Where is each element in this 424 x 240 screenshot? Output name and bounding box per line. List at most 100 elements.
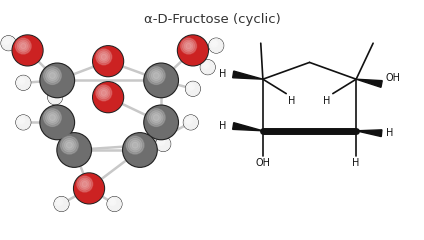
Circle shape [44, 109, 61, 126]
Circle shape [98, 51, 110, 63]
Circle shape [56, 199, 62, 205]
Circle shape [58, 134, 90, 166]
Circle shape [17, 76, 30, 90]
Circle shape [20, 119, 22, 122]
Circle shape [66, 142, 73, 148]
Circle shape [49, 114, 56, 121]
Circle shape [47, 113, 57, 123]
Circle shape [159, 140, 163, 144]
Circle shape [19, 118, 23, 122]
Circle shape [55, 197, 68, 211]
Text: OH: OH [386, 73, 401, 83]
Circle shape [57, 133, 92, 167]
Circle shape [130, 140, 140, 150]
Circle shape [101, 54, 106, 60]
Circle shape [77, 176, 92, 192]
Circle shape [185, 117, 192, 124]
Circle shape [45, 111, 59, 125]
Circle shape [49, 91, 57, 99]
Circle shape [178, 35, 208, 66]
Circle shape [204, 64, 207, 66]
Circle shape [4, 39, 8, 43]
Circle shape [19, 79, 23, 83]
Circle shape [213, 42, 215, 45]
Circle shape [54, 197, 69, 211]
Circle shape [75, 174, 103, 203]
Circle shape [61, 136, 78, 154]
Circle shape [184, 116, 198, 129]
Text: H: H [288, 96, 296, 106]
Circle shape [40, 63, 75, 98]
Circle shape [17, 40, 29, 52]
Circle shape [12, 35, 43, 66]
Circle shape [144, 105, 179, 140]
Circle shape [19, 42, 28, 51]
Circle shape [45, 69, 59, 83]
Circle shape [48, 90, 62, 104]
Circle shape [132, 142, 138, 148]
Circle shape [94, 47, 123, 76]
Circle shape [93, 46, 123, 77]
Circle shape [126, 136, 144, 154]
Circle shape [2, 36, 15, 50]
Circle shape [209, 38, 223, 53]
Circle shape [3, 37, 10, 45]
Circle shape [17, 116, 30, 129]
Circle shape [1, 36, 16, 50]
Circle shape [94, 83, 123, 112]
Circle shape [52, 94, 54, 96]
Circle shape [111, 201, 114, 203]
Text: α-D-Fructose (cyclic): α-D-Fructose (cyclic) [144, 13, 280, 26]
Circle shape [210, 40, 218, 47]
Circle shape [145, 106, 177, 138]
Circle shape [18, 78, 24, 84]
Circle shape [184, 42, 193, 51]
Circle shape [128, 138, 142, 152]
Circle shape [149, 69, 163, 83]
Circle shape [51, 93, 55, 97]
Circle shape [182, 40, 195, 52]
Polygon shape [356, 130, 382, 137]
Circle shape [20, 79, 22, 82]
Text: OH: OH [255, 158, 271, 168]
Circle shape [48, 90, 62, 104]
Circle shape [110, 200, 114, 204]
Circle shape [96, 49, 112, 65]
Text: H: H [352, 158, 360, 168]
Circle shape [201, 60, 215, 74]
Circle shape [156, 137, 170, 151]
Circle shape [44, 67, 61, 84]
Circle shape [16, 115, 31, 130]
Circle shape [123, 133, 157, 167]
Circle shape [186, 43, 191, 49]
Circle shape [188, 84, 194, 90]
Circle shape [203, 62, 209, 68]
Circle shape [211, 41, 217, 47]
Circle shape [17, 117, 25, 124]
Polygon shape [356, 79, 382, 87]
Circle shape [151, 71, 161, 81]
Circle shape [47, 71, 57, 81]
Circle shape [124, 134, 156, 166]
Circle shape [109, 199, 115, 205]
Circle shape [15, 38, 31, 54]
Circle shape [107, 197, 122, 211]
Text: H: H [386, 128, 393, 138]
Circle shape [186, 117, 192, 123]
Circle shape [187, 83, 195, 90]
Circle shape [181, 38, 196, 54]
Circle shape [201, 60, 215, 74]
Circle shape [96, 85, 112, 101]
Circle shape [109, 198, 116, 206]
Circle shape [41, 106, 73, 138]
Circle shape [204, 63, 208, 67]
Circle shape [99, 52, 108, 61]
Circle shape [57, 200, 61, 204]
Text: H: H [324, 96, 331, 106]
Circle shape [148, 109, 165, 126]
Circle shape [5, 40, 8, 42]
Circle shape [13, 36, 42, 65]
Circle shape [93, 82, 123, 113]
Circle shape [50, 92, 56, 98]
Circle shape [101, 90, 106, 96]
